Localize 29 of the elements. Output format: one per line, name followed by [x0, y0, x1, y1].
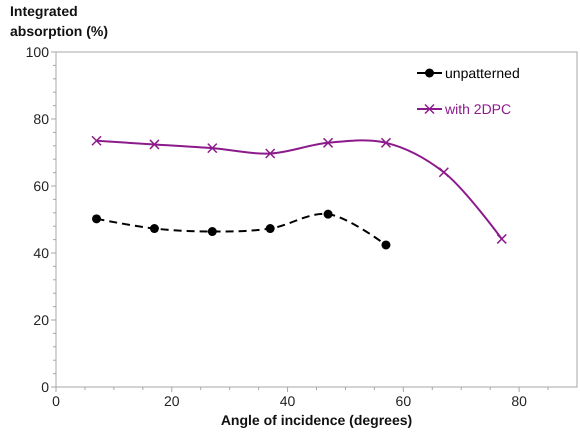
legend-label: with 2DPC	[444, 100, 512, 117]
y-tick-label: 20	[33, 312, 50, 328]
y-axis-title: Integrated absorption (%)	[10, 3, 108, 39]
y-tick-label: 60	[33, 178, 50, 194]
x-tick-label: 20	[164, 393, 180, 409]
x-tick-label: 80	[511, 393, 528, 409]
point	[92, 214, 102, 224]
point	[208, 227, 217, 236]
point	[380, 138, 392, 148]
x-tick-label: 60	[396, 393, 412, 409]
x-axis-title: Angle of incidence (degrees)	[220, 412, 412, 428]
point	[496, 234, 507, 244]
x-tick-label: 0	[52, 393, 60, 409]
point	[266, 224, 275, 234]
point	[91, 136, 102, 146]
y-tick-label: 0	[41, 378, 50, 395]
point	[322, 138, 334, 148]
point	[207, 142, 218, 154]
point	[438, 167, 450, 178]
point	[149, 139, 160, 150]
y-tick-label: 100	[26, 44, 50, 60]
point	[264, 148, 276, 159]
legend-label: unpatterned	[445, 64, 520, 81]
x-tick-label: 40	[280, 393, 296, 409]
point	[381, 240, 390, 250]
point	[324, 210, 333, 219]
y-tick-label: 80	[33, 110, 50, 127]
point	[150, 224, 159, 234]
y-tick-label: 40	[33, 244, 50, 261]
